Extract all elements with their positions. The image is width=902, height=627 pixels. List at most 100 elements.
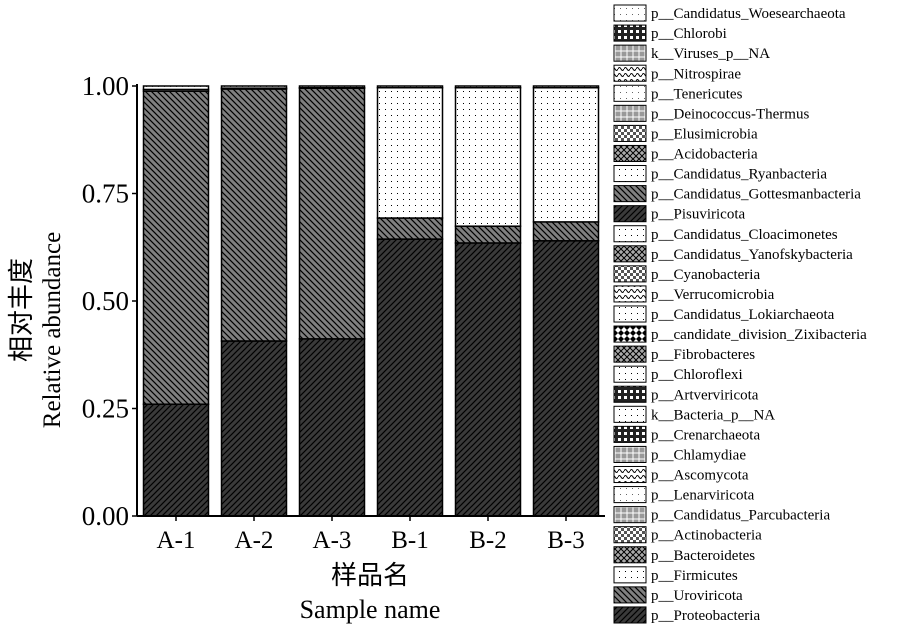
legend-item: p__Uroviricota — [613, 586, 743, 604]
legend-item: p__Deinococcus-Thermus — [613, 104, 809, 122]
legend-swatch — [613, 104, 647, 122]
legend-swatch — [613, 506, 647, 524]
legend-item: p__Verrucomicrobia — [613, 285, 775, 303]
legend-item: p__Lenarviricota — [613, 486, 755, 504]
legend-label: p__Candidatus_Lokiarchaeota — [651, 307, 835, 323]
legend-swatch — [613, 486, 647, 504]
legend-item: p__Candidatus_Yanofskybacteria — [613, 245, 853, 263]
y-tick-label: 0.75 — [82, 179, 129, 209]
legend-label: p__Firmicutes — [651, 568, 738, 584]
legend-swatch — [613, 265, 647, 283]
legend-swatch — [613, 405, 647, 423]
bar-segment-p-proteobacteria — [454, 242, 522, 517]
legend-item: p__Nitrospirae — [613, 64, 741, 82]
x-axis-title-cn: 样品名 — [331, 561, 409, 590]
legend-label: p__Candidatus_Parcubacteria — [651, 508, 830, 524]
legend-swatch — [613, 245, 647, 263]
legend-item: p__Tenericutes — [613, 84, 743, 102]
bar-segment-p-proteobacteria — [298, 338, 366, 517]
x-tick-label: A-3 — [313, 527, 352, 554]
x-tick-label: B-2 — [469, 527, 507, 554]
legend-label: p__Candidatus_Cloacimonetes — [651, 227, 838, 243]
legend-swatch — [613, 64, 647, 82]
y-tick-label: 0.50 — [82, 286, 129, 316]
legend-swatch — [613, 586, 647, 604]
legend-swatch — [613, 445, 647, 463]
legend-item: p__Chloroflexi — [613, 365, 743, 383]
y-axis-title-cn: 相对丰度 — [7, 258, 36, 362]
legend-label: p__Fibrobacteres — [651, 347, 755, 363]
bar-segment-p-uroviricota — [454, 225, 522, 244]
legend-label: p__Candidatus_Yanofskybacteria — [651, 247, 853, 263]
legend-swatch — [613, 24, 647, 42]
legend-swatch — [613, 285, 647, 303]
legend-item: k__Bacteria_p__NA — [613, 405, 775, 423]
x-tick-label: B-3 — [547, 527, 585, 554]
legend-swatch — [613, 165, 647, 183]
legend-swatch — [613, 144, 647, 163]
bar-segment-others — [142, 85, 210, 91]
legend-item: p__Chlamydiae — [613, 445, 746, 463]
legend-item: p__Proteobacteria — [613, 606, 760, 624]
bar-segment-p-proteobacteria — [376, 238, 444, 517]
legend-swatch — [613, 44, 647, 62]
legend-label: p__Crenarchaeota — [651, 427, 760, 443]
legend-label: p__Actinobacteria — [651, 528, 762, 544]
legend-item: p__Fibrobacteres — [613, 345, 755, 363]
legend-label: p__Elusimicrobia — [651, 126, 758, 142]
bar-segment-p-firmicutes — [376, 86, 444, 219]
legend-label: p__Pisuviricota — [651, 207, 746, 223]
legend-item: p__Actinobacteria — [613, 526, 762, 544]
legend-item: p__Candidatus_Woesearchaeota — [613, 4, 846, 22]
legend-swatch — [613, 345, 647, 363]
bar-segment-others — [298, 85, 366, 89]
legend-item: p__Chlorobi — [613, 24, 727, 42]
legend-item: p__Firmicutes — [613, 566, 738, 584]
legend-swatch — [613, 546, 647, 564]
legend-swatch — [613, 124, 647, 142]
legend-label: p__Verrucomicrobia — [651, 287, 775, 303]
legend-item: k__Viruses_p__NA — [613, 44, 770, 62]
x-tick-label: B-1 — [391, 527, 429, 554]
legend-item: p__Pisuviricota — [613, 205, 746, 223]
legend-item: p__Cyanobacteria — [613, 265, 760, 283]
y-tick-label: 1.00 — [82, 71, 129, 101]
legend-item: p__Candidatus_Lokiarchaeota — [613, 305, 835, 323]
legend-label: p__Ascomycota — [651, 468, 749, 484]
x-axis-title: Sample name — [300, 595, 441, 624]
legend-swatch — [613, 526, 647, 544]
legend-label: k__Bacteria_p__NA — [651, 407, 775, 423]
legend-label: p__candidate_division_Zixibacteria — [651, 327, 867, 343]
legend-item: p__Crenarchaeota — [613, 425, 760, 443]
legend-label: p__Candidatus_Woesearchaeota — [651, 6, 846, 22]
legend-swatch — [613, 325, 647, 343]
y-tick-label: 0.25 — [82, 394, 129, 424]
legend-label: p__Proteobacteria — [651, 608, 760, 624]
legend-item: p__Elusimicrobia — [613, 124, 758, 142]
legend-label: p__Deinococcus-Thermus — [651, 106, 809, 122]
y-tick-label: 0.00 — [82, 501, 129, 531]
bar-segment-p-uroviricota — [298, 87, 366, 340]
bar-segment-p-uroviricota — [220, 88, 288, 342]
legend-label: p__Cyanobacteria — [651, 267, 760, 283]
legend-swatch — [613, 4, 647, 22]
legend-label: p__Uroviricota — [651, 588, 743, 604]
legend-label: p__Bacteroidetes — [651, 548, 755, 564]
bar-segment-p-uroviricota — [376, 217, 444, 240]
legend-item: p__Candidatus_Gottesmanbacteria — [613, 185, 861, 203]
bar-segment-p-proteobacteria — [532, 240, 600, 517]
bar-segment-p-proteobacteria — [220, 340, 288, 517]
legend-swatch — [613, 425, 647, 443]
bar-segment-others — [532, 85, 600, 89]
bar-segment-p-proteobacteria — [142, 403, 210, 517]
legend-item: p__candidate_division_Zixibacteria — [613, 325, 867, 343]
x-tick-label: A-1 — [157, 527, 196, 554]
legend-label: k__Viruses_p__NA — [651, 46, 770, 62]
legend-label: p__Candidatus_Gottesmanbacteria — [651, 187, 861, 203]
legend-label: p__Acidobacteria — [651, 147, 758, 163]
bar-segment-others — [376, 85, 444, 89]
legend-item: p__Bacteroidetes — [613, 546, 755, 564]
legend-item: p__Candidatus_Cloacimonetes — [613, 225, 838, 243]
legend-swatch — [613, 566, 647, 584]
